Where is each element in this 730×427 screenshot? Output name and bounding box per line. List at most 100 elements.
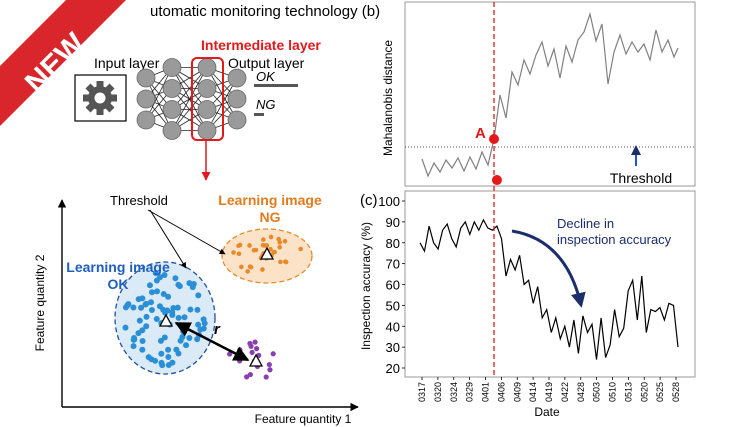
scatter-point <box>130 343 137 350</box>
x-tick-label: 0528 <box>671 382 681 402</box>
decline-annotation-line2: inspection accuracy <box>557 232 672 247</box>
scatter-point <box>159 362 166 369</box>
network-link <box>171 67 208 131</box>
scatter-point <box>247 264 253 269</box>
scatter-point <box>283 259 288 264</box>
threshold-label: Threshold <box>110 193 168 208</box>
scatter-point <box>165 353 172 360</box>
scatter-point <box>251 247 257 253</box>
scatter-point <box>249 349 255 355</box>
ng-cluster-subtitle: NG <box>260 209 281 225</box>
x-tick-label: 0329 <box>465 382 475 402</box>
scatter-point <box>160 291 167 298</box>
scatter-point <box>268 246 273 252</box>
scatter-point <box>187 306 194 313</box>
anomaly-point-label: A <box>475 125 486 142</box>
x-tick-label: 0419 <box>544 382 554 402</box>
x-tick-label: 0324 <box>449 382 459 402</box>
scatter-point <box>158 350 165 357</box>
x-tick-label: 0422 <box>560 382 570 402</box>
scatter-point <box>237 242 243 248</box>
scatter-point <box>268 234 274 240</box>
scatter-point <box>277 240 283 245</box>
scatter-point <box>143 323 150 330</box>
y-tick-label: 70 <box>386 257 400 272</box>
scatter-point <box>267 367 273 373</box>
x-tick-label: 0513 <box>623 382 633 402</box>
network-diagram: utomatic monitoring technology (b) Inter… <box>74 3 380 181</box>
x-tick-label: 0406 <box>496 382 506 402</box>
scatter-point <box>262 243 268 248</box>
accuracy-x-ticks: 0317 0320 0324 0329 0401 0406 0409 0414 0419 0422… <box>417 377 681 402</box>
x-tick-label: 0320 <box>433 382 443 402</box>
scatter-point <box>161 334 168 341</box>
output-layer-label: Output layer <box>228 55 305 71</box>
panel-title: utomatic monitoring technology (b) <box>150 3 380 20</box>
scatter-point <box>173 346 180 353</box>
mahalanobis-plot-frame <box>404 1 696 187</box>
x-tick-label: 0317 <box>417 382 427 402</box>
scatter-point <box>172 275 179 282</box>
scatter-x-axis-label: Feature quantity 1 <box>255 412 352 426</box>
scatter-point <box>244 374 250 380</box>
scatter-point <box>278 259 283 265</box>
scatter-point <box>145 354 152 361</box>
scatter-point <box>186 334 193 341</box>
test-cluster-points <box>227 339 276 380</box>
scatter-point <box>122 324 129 331</box>
scatter-point <box>136 317 143 324</box>
ok-output-label: OK <box>256 69 276 84</box>
scatter-point <box>261 237 266 242</box>
accuracy-series <box>419 218 679 360</box>
mahalanobis-y-axis-label: Mahalanobis distance <box>381 40 395 156</box>
accuracy-panel: (c) 20 30 40 50 60 70 80 90 100 0317 0320 0324 0329… <box>359 175 696 419</box>
x-tick-label: 0525 <box>655 382 665 402</box>
network-node <box>136 110 156 130</box>
scatter-point <box>179 333 186 340</box>
scatter-point <box>237 358 243 364</box>
ng-output-label: NG <box>256 97 276 112</box>
decline-annotation-line1: Decline in <box>557 216 614 231</box>
scatter-point <box>245 269 250 274</box>
y-tick-label: 30 <box>386 340 400 355</box>
scatter-point <box>239 264 244 270</box>
mahalanobis-panel: Mahalanobis distance A Threshold <box>381 1 696 187</box>
scatter-point <box>143 313 150 320</box>
scatter-point <box>277 244 283 250</box>
scatter-point <box>146 282 153 289</box>
scatter-point <box>282 238 288 244</box>
accuracy-x-axis-label: Date <box>534 405 560 419</box>
ng-output-bar <box>254 113 264 116</box>
scatter-point <box>200 316 207 323</box>
scatter-point <box>156 274 163 281</box>
mahalanobis-threshold-label: Threshold <box>610 170 672 186</box>
scatter-point <box>237 347 243 353</box>
scatter-point <box>131 335 138 342</box>
scatter-point <box>260 267 265 272</box>
network-link <box>145 67 173 121</box>
scatter-point <box>270 351 276 357</box>
ok-cluster-subtitle: OK <box>108 276 129 292</box>
scatter-point <box>148 307 155 314</box>
panel-c-label: (c) <box>360 192 378 209</box>
ok-cluster-title: Learning image <box>66 259 170 275</box>
x-tick-label: 0409 <box>512 382 522 402</box>
scatter-point <box>143 300 150 307</box>
scatter-point <box>156 303 163 310</box>
scatter-point <box>248 343 254 349</box>
ng-centroid-marker <box>259 246 275 260</box>
ok-centroid-marker <box>158 313 174 327</box>
scatter-point <box>263 374 269 380</box>
scatter-point <box>154 288 161 295</box>
ok-output-bar <box>254 84 298 87</box>
input-layer-label: Input layer <box>94 55 160 71</box>
y-tick-label: 80 <box>386 236 400 251</box>
intermediate-layer-label: Intermediate layer <box>201 37 321 53</box>
scatter-point <box>254 346 260 352</box>
scatter-point <box>298 246 303 252</box>
x-tick-label: 0428 <box>576 382 586 402</box>
y-tick-label: 90 <box>386 215 400 230</box>
intermediate-layer-highlight <box>191 57 224 141</box>
scatter-point <box>200 325 207 332</box>
scatter-point <box>169 312 176 319</box>
